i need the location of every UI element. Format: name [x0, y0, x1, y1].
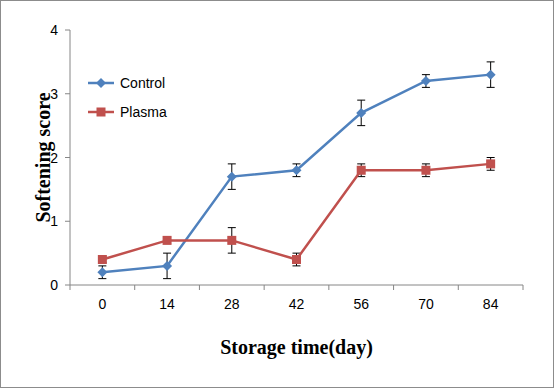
series-line [102, 164, 490, 260]
x-axis [70, 285, 523, 286]
error-bar [228, 164, 236, 190]
error-bar [163, 253, 171, 279]
x-tick-label: 28 [224, 296, 240, 312]
x-tick-label: 84 [483, 296, 499, 312]
legend: Control Plasma [88, 75, 167, 120]
y-tick [65, 285, 70, 286]
data-point [227, 236, 236, 245]
x-tick [199, 285, 200, 290]
data-point [486, 159, 495, 168]
x-tick [328, 285, 329, 290]
error-bar [228, 228, 236, 254]
y-tick [65, 221, 70, 222]
x-tick [70, 285, 71, 290]
error-bar [98, 266, 106, 279]
data-point [292, 255, 301, 264]
legend-label: Control [120, 75, 165, 91]
data-point [486, 70, 496, 80]
x-tick-label: 56 [353, 296, 369, 312]
data-point [357, 166, 366, 175]
y-tick-label: 4 [50, 22, 58, 38]
data-point [163, 236, 172, 245]
legend-marker [97, 108, 106, 117]
error-bar [293, 253, 301, 266]
legend-marker [96, 78, 106, 88]
data-point [292, 165, 302, 175]
plot-area [97, 62, 495, 279]
error-bar [487, 158, 495, 171]
x-tick [134, 285, 135, 290]
x-tick-label: 70 [418, 296, 434, 312]
error-bar [357, 164, 365, 177]
y-tick [65, 30, 70, 31]
chart-border [1, 1, 554, 388]
series-1 [98, 158, 495, 266]
x-tick-label: 0 [98, 296, 106, 312]
y-tick [65, 93, 70, 94]
x-tick [393, 285, 394, 290]
x-tick-label: 14 [159, 296, 175, 312]
chart: 012340142842567084Storage time(day)Softe… [0, 0, 554, 388]
data-point [421, 166, 430, 175]
legend-label: Plasma [120, 104, 167, 120]
x-tick-label: 42 [289, 296, 305, 312]
data-point [97, 267, 107, 277]
error-bar [357, 100, 365, 126]
data-point [421, 76, 431, 86]
y-tick [65, 157, 70, 158]
data-point [98, 255, 107, 264]
y-tick-label: 0 [50, 277, 58, 293]
series-line [102, 75, 490, 273]
series-0 [97, 62, 495, 279]
data-point [162, 261, 172, 271]
data-point [227, 172, 237, 182]
error-bar [422, 164, 430, 177]
x-tick [523, 285, 524, 290]
error-bar [293, 164, 301, 177]
error-bar [487, 62, 495, 88]
x-tick [264, 285, 265, 290]
y-axis-label: Softening score [32, 92, 55, 222]
data-point [356, 108, 366, 118]
x-axis-label: Storage time(day) [220, 336, 373, 359]
x-tick [458, 285, 459, 290]
error-bar [422, 75, 430, 88]
